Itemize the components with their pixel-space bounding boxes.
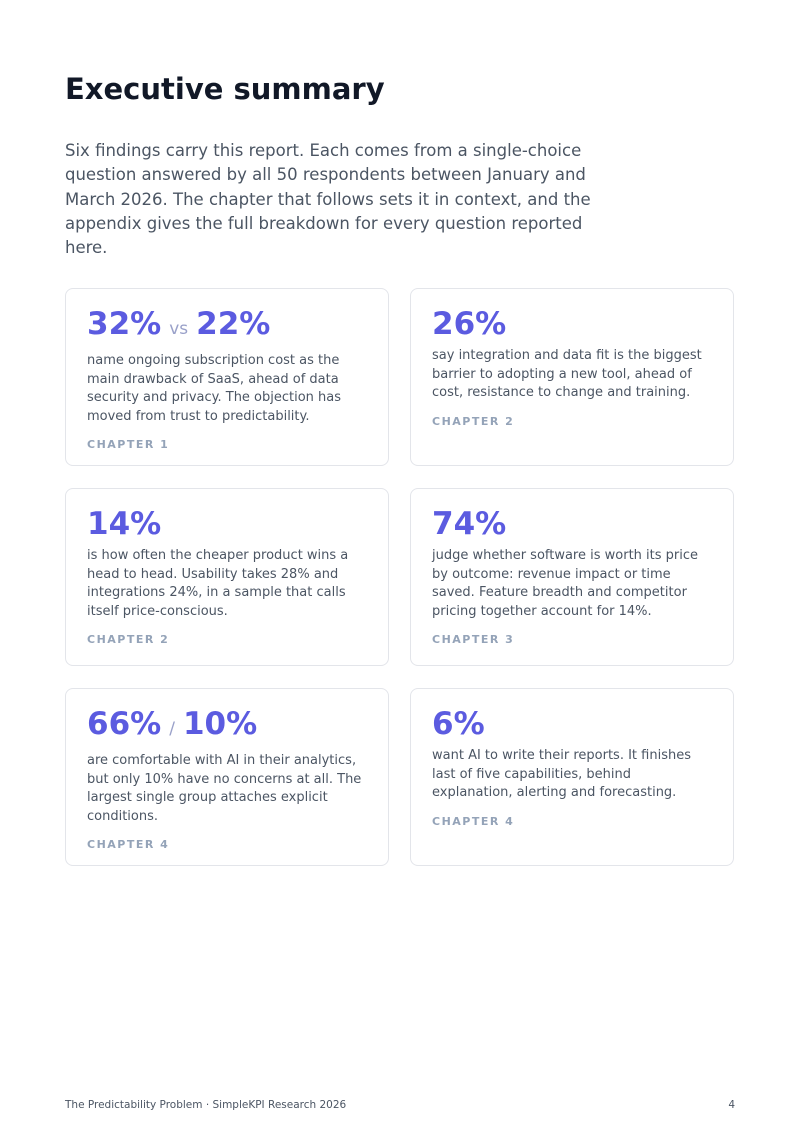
finding-text: are comfortable with AI in their analyti… [87, 753, 362, 824]
stat: 6% [432, 705, 712, 743]
stat-value: 6% [432, 706, 485, 742]
stat: 14% [87, 505, 367, 543]
stat-value: 66% [87, 706, 162, 742]
chapter-label: CHAPTER 2 [432, 414, 515, 428]
stat: 74% [432, 505, 712, 543]
finding-text: judge whether software is worth its pric… [432, 548, 699, 619]
chapter-label: CHAPTER 2 [87, 633, 170, 646]
finding-card: 32% vs 22% name ongoing subscription cost a… [65, 288, 389, 466]
finding-text: name ongoing subscription cost as the ma… [87, 353, 342, 424]
finding-card: 26% say integration and data fit is the b… [410, 288, 734, 466]
finding-card: 6% want AI to write their reports. It fin… [410, 688, 734, 866]
stat-value: 22% [196, 306, 271, 342]
stat-value: 26% [432, 306, 507, 342]
stat-value: 32% [87, 306, 162, 342]
footer-text: The Predictability Problem · SimpleKPI R… [65, 1099, 347, 1111]
page-number: 4 [728, 1099, 735, 1111]
chapter-label: CHAPTER 1 [87, 438, 170, 451]
finding-card: 74% judge whether software is worth its p… [410, 488, 734, 666]
chapter-label: CHAPTER 4 [432, 814, 515, 828]
finding-card: 14% is how often the cheaper product wins… [65, 488, 389, 666]
stat-value: 74% [432, 506, 507, 542]
stat-joiner: / [169, 719, 175, 739]
chapter-label: CHAPTER 4 [87, 838, 170, 851]
finding-text: is how often the cheaper product wins a … [87, 548, 349, 619]
stat-value: 10% [182, 706, 258, 742]
stat: 66% / 10% [87, 705, 367, 748]
stat-joiner: vs [169, 319, 189, 339]
intro: Six findings carry this report. Each com… [65, 141, 591, 258]
stat: 26% [432, 305, 712, 343]
chapter-label: CHAPTER 3 [432, 633, 515, 646]
stat-value: 14% [87, 506, 162, 542]
stat: 32% vs 22% [87, 305, 367, 348]
finding-text: want AI to write their reports. It finis… [432, 748, 691, 800]
finding-card: 66% / 10% are comfortable with AI in their … [65, 688, 389, 866]
finding-text: say integration and data fit is the bigg… [432, 348, 702, 400]
title: Executive summary [65, 72, 385, 106]
